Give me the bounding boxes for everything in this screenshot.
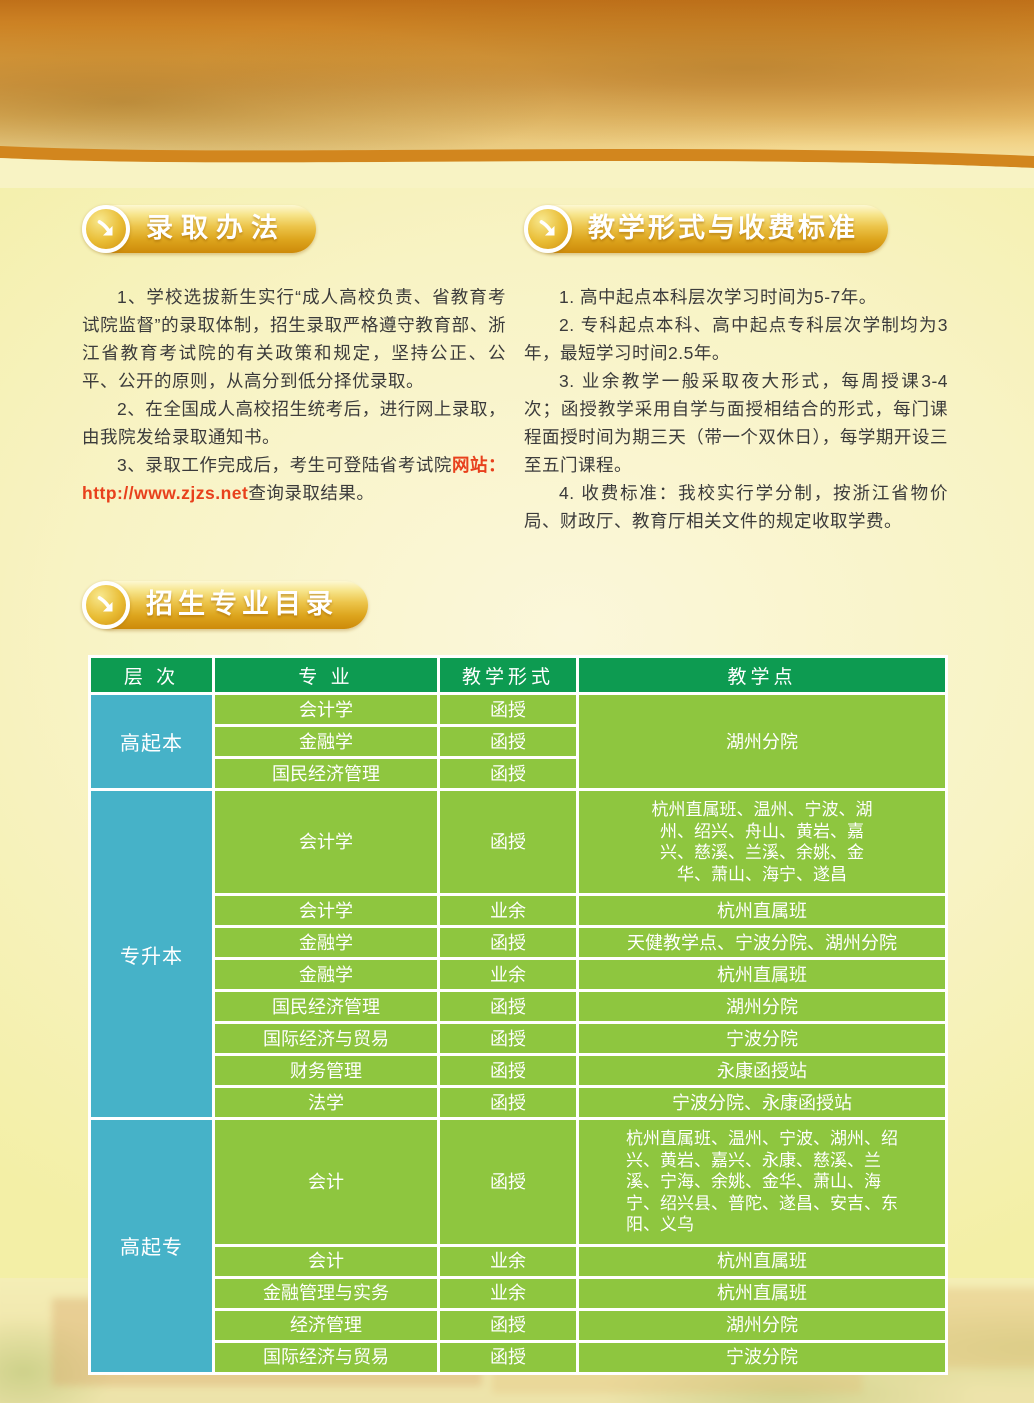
teaching-section: 教学形式与收费标准 1. 高中起点本科层次学习时间为5-7年。 2. 专科起点本… xyxy=(524,205,948,535)
mode-cell: 函授 xyxy=(437,724,579,759)
arrow-circle-icon xyxy=(82,581,130,629)
section-title: 招生专业目录 xyxy=(90,581,368,629)
table-row: 高起本 会计学 函授 湖州分院 xyxy=(88,692,948,791)
major-cell: 金融管理与实务 xyxy=(212,1275,440,1311)
location-cell: 宁波分院 xyxy=(576,1021,948,1056)
location-cell: 杭州直属班 xyxy=(576,1275,948,1311)
col-header-major: 专 业 xyxy=(212,655,440,695)
col-header-mode: 教学形式 xyxy=(437,655,579,695)
mode-cell: 函授 xyxy=(437,788,579,896)
location-cell: 宁波分院 xyxy=(576,1339,948,1375)
table-row: 金融学 业余 杭州直属班 xyxy=(90,957,948,992)
paragraph: 3. 业余教学一般采取夜大形式，每周授课3-4次；函授教学采用自学与面授相结合的… xyxy=(524,371,948,475)
mode-cell: 业余 xyxy=(437,1275,579,1311)
table-row: 高起专 会计 函授 杭州直属班、温州、宁波、湖州、绍兴、黄岩、嘉兴、永康、慈溪、… xyxy=(88,1117,948,1375)
major-cell: 金融学 xyxy=(212,925,440,960)
table-row: 财务管理 函授 永康函授站 xyxy=(90,1053,948,1088)
major-cell: 会计学 xyxy=(212,692,440,727)
admission-section: 录取办法 1、学校选拔新生实行“成人高校负责、省教育考试院监督”的录取体制，招生… xyxy=(82,205,506,535)
mode-cell: 函授 xyxy=(437,1085,579,1120)
majors-table: 层 次 专 业 教学形式 教学点 高起本 会计学 函授 湖州分院 金融学 函授 xyxy=(88,655,948,1375)
major-cell: 经济管理 xyxy=(212,1307,440,1343)
major-cell: 国民经济管理 xyxy=(212,989,440,1024)
major-cell: 金融学 xyxy=(212,957,440,992)
location-cell: 杭州直属班、温州、宁波、湖州、绍兴、黄岩、嘉兴、永康、慈溪、兰溪、宁海、余姚、金… xyxy=(576,1117,948,1247)
catalog-section: 招生专业目录 层 次 专 业 教学形式 教学点 高起本 会计学 函授 湖州分院 xyxy=(82,581,948,1375)
major-cell: 会计学 xyxy=(212,893,440,928)
major-cell: 国际经济与贸易 xyxy=(212,1339,440,1375)
table-row: 国际经济与贸易 函授 宁波分院 xyxy=(90,1339,948,1375)
table-row: 金融学 函授 天健教学点、宁波分院、湖州分院 xyxy=(90,925,948,960)
mode-cell: 函授 xyxy=(437,1307,579,1343)
location-cell: 湖州分院 xyxy=(576,1307,948,1343)
results-url-link[interactable]: 网站：http://www.zjzs.net xyxy=(82,455,507,503)
mode-cell: 业余 xyxy=(437,1243,579,1279)
mode-cell: 函授 xyxy=(437,756,579,791)
table-row: 专升本 会计学 函授 杭州直属班、温州、宁波、湖州、绍兴、舟山、黄岩、嘉兴、慈溪… xyxy=(88,788,948,1120)
section-title: 教学形式与收费标准 xyxy=(532,205,888,253)
location-cell: 永康函授站 xyxy=(576,1053,948,1088)
location-cell: 湖州分院 xyxy=(576,989,948,1024)
mode-cell: 函授 xyxy=(437,925,579,960)
location-cell: 杭州直属班 xyxy=(576,1243,948,1279)
level-cell: 专升本 xyxy=(88,788,215,1120)
arrow-circle-icon xyxy=(524,205,572,253)
table-header-row: 层 次 专 业 教学形式 教学点 xyxy=(88,655,948,695)
location-cell: 杭州直属班、温州、宁波、湖州、绍兴、舟山、黄岩、嘉兴、慈溪、兰溪、余姚、金华、萧… xyxy=(576,788,948,896)
mode-cell: 业余 xyxy=(437,893,579,928)
location-cell: 湖州分院 xyxy=(576,692,948,791)
arrow-circle-icon xyxy=(82,205,130,253)
table-row: 国际经济与贸易 函授 宁波分院 xyxy=(90,1021,948,1056)
admission-banner: 录取办法 xyxy=(82,205,316,253)
mode-cell: 业余 xyxy=(437,957,579,992)
table-row: 经济管理 函授 湖州分院 xyxy=(90,1307,948,1343)
teaching-banner: 教学形式与收费标准 xyxy=(524,205,888,253)
paragraph: 2. 专科起点本科、高中起点专科层次学制均为3年，最短学习时间2.5年。 xyxy=(524,315,948,363)
major-cell: 国际经济与贸易 xyxy=(212,1021,440,1056)
table-row: 国民经济管理 函授 湖州分院 xyxy=(90,989,948,1024)
paragraph: 4. 收费标准：我校实行学分制，按浙江省物价局、财政厅、教育厅相关文件的规定收取… xyxy=(524,483,948,531)
mode-cell: 函授 xyxy=(437,989,579,1024)
top-photo-band xyxy=(0,0,1034,170)
curved-stripe xyxy=(0,146,1034,188)
mode-cell: 函授 xyxy=(437,1339,579,1375)
location-cell: 杭州直属班 xyxy=(576,957,948,992)
major-cell: 国民经济管理 xyxy=(212,756,440,791)
table-row: 金融学 函授 xyxy=(90,724,947,759)
catalog-banner: 招生专业目录 xyxy=(82,581,368,629)
mode-cell: 函授 xyxy=(437,1117,579,1247)
mode-cell: 函授 xyxy=(437,1021,579,1056)
major-cell: 法学 xyxy=(212,1085,440,1120)
major-cell: 会计 xyxy=(212,1243,440,1279)
paragraph: 3、录取工作完成后，考生可登陆省考试院网站：http://www.zjzs.ne… xyxy=(82,455,507,503)
level-cell: 高起本 xyxy=(88,692,215,791)
mode-cell: 函授 xyxy=(437,1053,579,1088)
location-cell: 杭州直属班 xyxy=(576,893,948,928)
col-header-location: 教学点 xyxy=(576,655,948,695)
mode-cell: 函授 xyxy=(437,692,579,727)
location-cell: 天健教学点、宁波分院、湖州分院 xyxy=(576,925,948,960)
paragraph: 1、学校选拔新生实行“成人高校负责、省教育考试院监督”的录取体制，招生录取严格遵… xyxy=(82,287,506,391)
paragraph: 2、在全国成人高校招生统考后，进行网上录取，由我院发给录取通知书。 xyxy=(82,399,506,447)
major-cell: 会计 xyxy=(212,1117,440,1247)
table-row: 法学 函授 宁波分院、永康函授站 xyxy=(90,1085,948,1120)
location-cell: 宁波分院、永康函授站 xyxy=(576,1085,948,1120)
table-row: 会计 业余 杭州直属班 xyxy=(90,1243,948,1279)
col-header-level: 层 次 xyxy=(88,655,215,695)
table-row: 会计学 业余 杭州直属班 xyxy=(90,893,948,928)
major-cell: 财务管理 xyxy=(212,1053,440,1088)
paragraph: 1. 高中起点本科层次学习时间为5-7年。 xyxy=(559,287,877,307)
table-row: 国民经济管理 函授 xyxy=(90,756,947,791)
level-cell: 高起专 xyxy=(88,1117,215,1375)
major-cell: 金融学 xyxy=(212,724,440,759)
major-cell: 会计学 xyxy=(212,788,440,896)
table-row: 金融管理与实务 业余 杭州直属班 xyxy=(90,1275,948,1311)
